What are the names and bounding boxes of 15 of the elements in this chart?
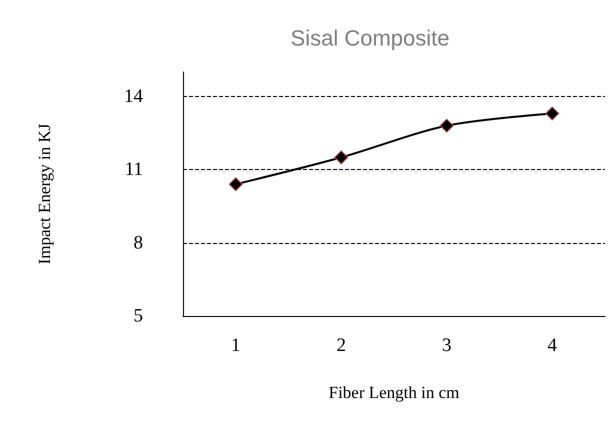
x-tick-label: 3	[442, 335, 452, 356]
point	[334, 150, 348, 164]
y-axis-title: Impact Energy in KJ	[35, 123, 54, 264]
chart-title: Sisal Composite	[290, 26, 450, 50]
x-tick-label: 1	[231, 335, 240, 356]
x-tick-label: 2	[336, 335, 346, 356]
y-tick-label: 8	[134, 232, 143, 254]
y-tick-label: 5	[134, 306, 143, 326]
y-tick-label: 11	[124, 159, 143, 180]
y-tick-label: 14	[124, 86, 144, 107]
x-axis-title: Fiber Length in cm	[328, 383, 460, 402]
point	[545, 106, 560, 120]
point	[440, 118, 454, 133]
point	[228, 177, 243, 192]
x-tick-label: 4	[548, 335, 558, 356]
